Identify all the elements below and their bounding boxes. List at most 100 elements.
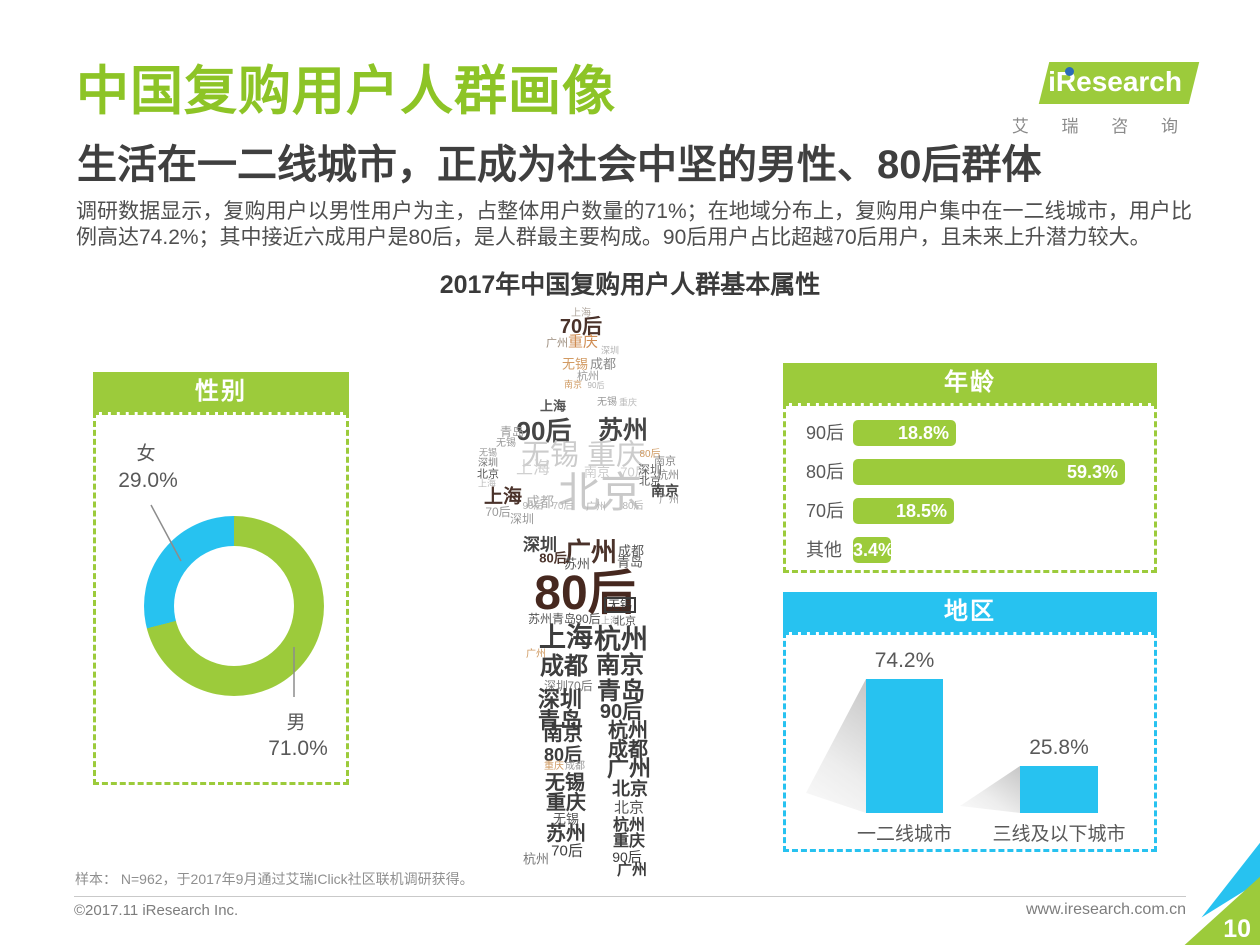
cloud-word: 南京: [543, 723, 583, 745]
cloud-word: 70后: [485, 505, 511, 519]
cloud-word: 上海: [539, 398, 567, 414]
cloud-word: 成都: [540, 653, 588, 680]
cloud-word: 70后: [559, 316, 603, 338]
cloud-word: 70后: [552, 501, 574, 512]
gender-male-label: 男: [286, 712, 306, 734]
chart-title: 2017年中国复购用户人群基本属性: [439, 271, 821, 299]
cloud-word: 青岛: [537, 708, 583, 733]
cloud-word: 90后: [575, 612, 601, 626]
gender-panel-body: 女 29.0% 男 71.0%: [93, 412, 349, 785]
cloud-word: 苏州: [546, 823, 586, 845]
region-category-label: 一二线城市: [856, 824, 953, 845]
cloud-word: 广州: [659, 495, 679, 506]
cloud-word: 无锡: [603, 597, 637, 613]
cloud-word: 广州: [564, 537, 618, 567]
cloud-word: 广州: [606, 756, 652, 781]
cloud-word: 青岛: [597, 678, 645, 705]
age-panel-body: 90后 18.8% 80后 59.3% 70后 18.5% 其他 3.4%: [783, 403, 1157, 573]
cloud-word: 重庆: [612, 833, 646, 850]
copyright-text: ©2017.11 iResearch Inc.: [74, 902, 239, 919]
page-subtitle: 生活在一二线城市，正成为社会中坚的男性、80后群体: [77, 143, 1042, 187]
gender-panel: 性别 女 29.0% 男 71.0%: [93, 372, 349, 785]
cloud-word: 上海: [571, 308, 591, 319]
cloud-word: 深圳: [523, 535, 557, 555]
cloud-word: 杭州: [608, 720, 648, 742]
region-bar-value: 74.2%: [874, 649, 935, 672]
cloud-word: 70后: [620, 464, 648, 480]
cloud-word: 90后: [516, 416, 572, 446]
cloud-word: 上海: [539, 622, 593, 653]
cloud-word: 广州: [526, 649, 546, 660]
cloud-word: 南京: [583, 464, 611, 480]
cloud-word: 北京: [613, 799, 645, 817]
cloud-word: 南京: [596, 652, 644, 679]
gender-panel-header: 性别: [93, 372, 349, 412]
iresearch-logo-chinese: 艾 瑞 咨 询: [1011, 117, 1192, 136]
region-bar: [866, 679, 943, 813]
cloud-word: 80后: [534, 567, 636, 620]
age-panel-header: 年龄: [783, 363, 1157, 403]
age-category-label: 70后: [806, 501, 845, 521]
cloud-word: 杭州: [612, 817, 646, 834]
region-panel-body: 74.2% 一二线城市 25.8% 三线及以下城市: [783, 632, 1157, 852]
cloud-word: 90后: [522, 501, 544, 512]
cloud-word: 80后: [639, 449, 661, 460]
cloud-word: 青岛: [616, 554, 644, 570]
cloud-word: 90后: [612, 849, 642, 865]
cloud-word: 80后: [622, 501, 644, 512]
cloud-word: 重庆: [618, 397, 638, 408]
cloud-word: 90后: [587, 381, 605, 390]
cloud-word: 深圳: [478, 458, 498, 469]
cloud-word: 南京: [651, 483, 679, 499]
age-bar: 18.8%: [853, 420, 956, 446]
cloud-word: 深圳: [543, 679, 569, 693]
cloud-word: 广州: [546, 337, 568, 350]
cloud-word: 上海: [483, 486, 523, 508]
website-url: www.iresearch.com.cn: [1025, 901, 1186, 918]
cloud-word: 成都: [526, 494, 554, 510]
age-row: 90后 18.8%: [786, 420, 1154, 446]
sample-footnote: 样本： N=962，于2017年9月通过艾瑞IClick社区联机调研获得。: [75, 871, 474, 887]
cloud-word: 杭州: [522, 851, 550, 867]
page-corner-decoration: 10: [1130, 835, 1260, 945]
region-panel-header: 地区: [783, 592, 1157, 632]
cloud-word: 青岛: [551, 612, 577, 626]
page-number: 10: [1223, 915, 1251, 943]
cloud-word: 青岛: [499, 425, 525, 439]
cloud-word: 重庆: [567, 333, 599, 351]
cloud-word: 70后: [551, 842, 583, 860]
age-category-label: 其他: [806, 540, 842, 560]
gender-female-label: 女: [136, 443, 156, 465]
region-category-label: 三线及以下城市: [992, 824, 1126, 845]
region-bar-value: 25.8%: [1029, 736, 1089, 759]
cloud-word: 无锡 重庆: [520, 439, 646, 472]
cloud-word: 广州: [616, 861, 648, 879]
cloud-word: 南京: [654, 455, 676, 468]
cloud-word: 深圳: [509, 512, 535, 526]
region-bar-shadow: [806, 679, 866, 813]
cloud-word: 北京: [639, 475, 661, 488]
page-description: 调研数据显示，复购用户以男性用户为主，占整体用户数量的71%；在地域分布上，复购…: [76, 200, 1192, 249]
cloud-word: 上海: [516, 458, 550, 478]
cloud-word: 北京: [557, 469, 643, 516]
cloud-word: 苏州: [597, 416, 649, 445]
region-panel: 地区 74.2% 一二线城市 25.8% 三线及以下城市: [783, 592, 1157, 852]
cloud-word: 南京: [563, 379, 583, 390]
cloud-word: 广州: [586, 502, 606, 513]
age-row: 其他 3.4%: [786, 537, 1154, 563]
cloud-word: 成都: [617, 543, 645, 559]
gender-female-value: 29.0%: [118, 469, 178, 492]
cloud-word: 苏州: [563, 556, 591, 572]
cloud-word: 重庆: [546, 792, 586, 814]
cloud-word: 无锡: [597, 397, 617, 408]
region-bar: [1020, 766, 1098, 813]
cloud-word: 杭州: [594, 624, 648, 655]
cloud-word: 北京: [614, 615, 636, 628]
cloud-word: 无锡: [545, 772, 585, 794]
cloud-word: 无锡: [552, 811, 580, 827]
gender-donut-chart: [144, 516, 324, 696]
cloud-word: 上海: [477, 478, 497, 489]
age-category-label: 80后: [806, 462, 845, 482]
cloud-word: 成都: [608, 739, 648, 761]
